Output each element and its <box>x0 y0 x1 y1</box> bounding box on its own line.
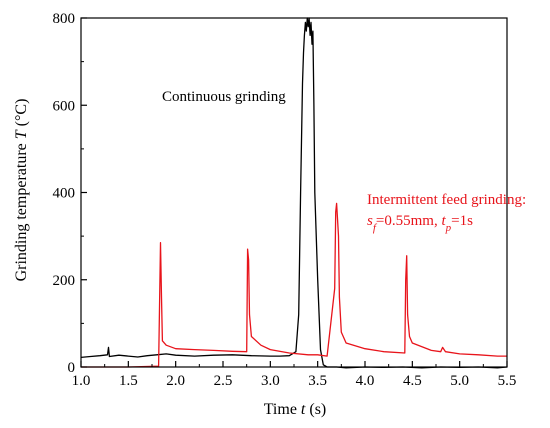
y-tick-label: 400 <box>53 186 76 202</box>
series-line-intermittent <box>81 202 507 368</box>
x-tick-label: 4.0 <box>356 373 375 389</box>
y-tick-label: 200 <box>53 273 76 289</box>
x-tick-label: 2.0 <box>166 373 185 389</box>
intermittent-annotation-line1: Intermittent feed grinding: <box>367 192 526 208</box>
x-tick-label: 5.5 <box>498 373 517 389</box>
y-tick-label: 800 <box>53 11 76 27</box>
intermittent-annotation-line2: sf=0.55mm, tp=1s <box>367 213 473 234</box>
y-tick-label: 600 <box>53 98 76 114</box>
x-tick-label: 3.0 <box>261 373 280 389</box>
x-tick-label: 3.5 <box>308 373 327 389</box>
x-axis-title: Time t (s) <box>264 401 327 418</box>
continuous-annotation: Continuous grinding <box>162 89 286 105</box>
x-tick-label: 2.5 <box>214 373 233 389</box>
x-tick-label: 1.0 <box>72 373 91 389</box>
axes-layer: 1.0 1.5 2.0 2.5 3.0 3.5 4.0 4.5 5.0 5.5 0 200 400 600… <box>53 11 517 389</box>
x-tick-label: 5.0 <box>450 373 469 389</box>
x-tick-label: 1.5 <box>119 373 138 389</box>
y-axis-title: Grinding temperature T (°C) <box>13 99 30 282</box>
x-tick-label: 4.5 <box>403 373 422 389</box>
y-tick-label: 0 <box>68 360 76 376</box>
